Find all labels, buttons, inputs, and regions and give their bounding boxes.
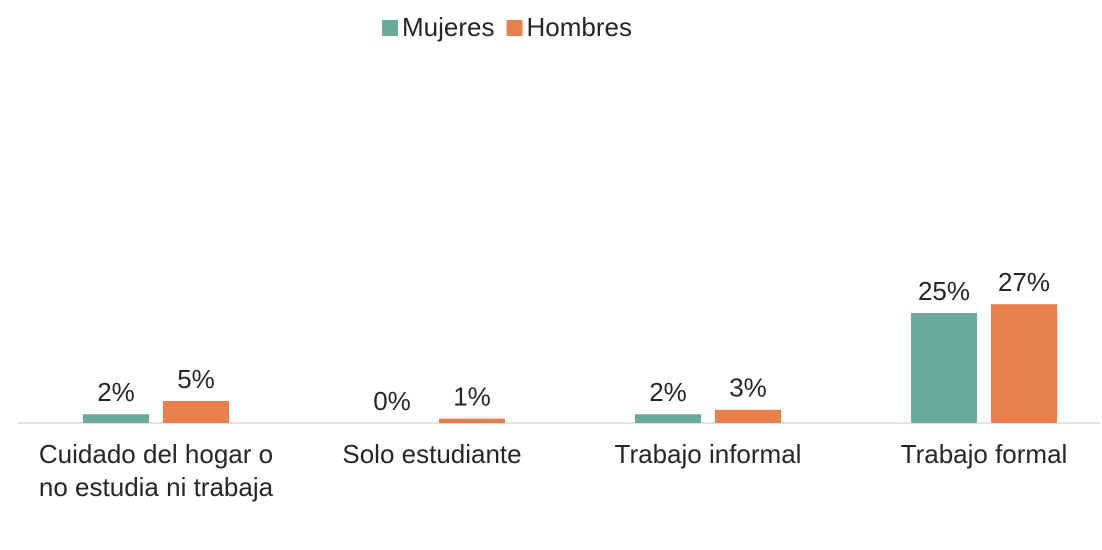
x-tick-label: Trabajo informal xyxy=(614,439,802,469)
x-tick-label: Cuidado del hogar o no estudia ni trabaj… xyxy=(38,439,274,502)
legend-label: Mujeres xyxy=(402,12,494,42)
x-tick-label: Trabajo formal xyxy=(900,439,1068,469)
bar xyxy=(911,313,977,423)
legend-swatch xyxy=(506,20,523,36)
bar xyxy=(991,304,1057,423)
bar xyxy=(83,414,149,423)
legend-swatch xyxy=(382,20,398,36)
data-label: 2% xyxy=(97,377,135,407)
data-label: 1% xyxy=(453,381,491,411)
bar xyxy=(715,409,781,423)
x-tick-label: Solo estudiante xyxy=(342,439,522,469)
data-label: 5% xyxy=(177,364,215,394)
legend-label: Hombres xyxy=(526,12,631,42)
data-label: 3% xyxy=(729,373,767,403)
data-label: 25% xyxy=(918,276,970,306)
bar xyxy=(635,414,701,423)
bar xyxy=(163,401,229,423)
bar xyxy=(439,418,505,423)
data-label: 27% xyxy=(998,267,1050,297)
data-label: 0% xyxy=(373,386,411,416)
data-label: 2% xyxy=(649,377,687,407)
